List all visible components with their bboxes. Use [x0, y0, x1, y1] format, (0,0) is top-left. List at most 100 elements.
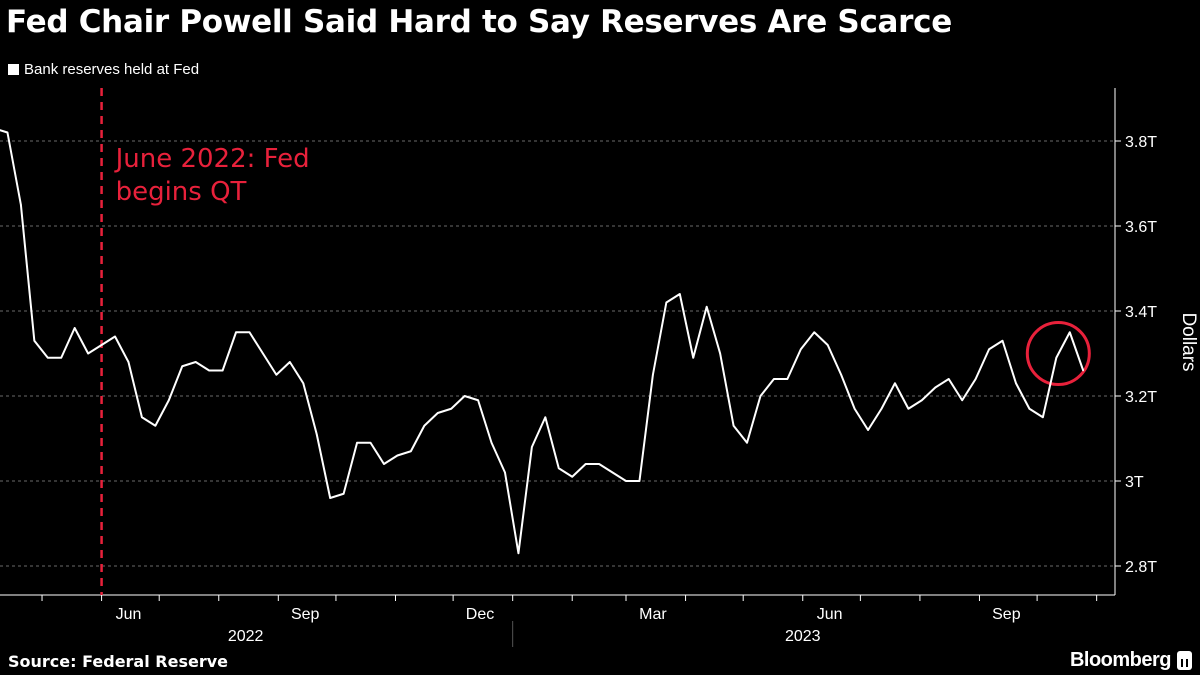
data-point [746, 441, 748, 444]
data-point [369, 441, 372, 444]
data-point [6, 131, 9, 134]
data-point [571, 475, 574, 478]
data-point [302, 382, 305, 385]
data-point [934, 386, 937, 389]
data-point [961, 399, 963, 402]
data-point [423, 424, 426, 427]
data-point [907, 407, 910, 410]
data-point [356, 441, 358, 444]
data-point [1068, 331, 1071, 334]
data-point [248, 331, 251, 334]
data-point [759, 395, 762, 397]
y-axis-label: Dollars [1178, 312, 1199, 371]
data-point [208, 369, 210, 372]
data-point [974, 378, 977, 380]
data-point [410, 450, 412, 453]
data-point [705, 305, 708, 308]
data-point [544, 416, 547, 419]
data-point [60, 356, 63, 359]
data-point [463, 395, 466, 397]
data-point [383, 463, 385, 465]
data-point [732, 424, 735, 427]
annotation-text-line2: begins QT [116, 177, 247, 207]
data-point [813, 331, 816, 334]
data-point [33, 339, 36, 342]
data-point [490, 441, 493, 444]
data-point [880, 407, 883, 410]
data-point [988, 348, 990, 351]
x-tick-label: Dec [466, 606, 494, 623]
x-tick-label: Sep [291, 606, 320, 623]
data-point [867, 429, 869, 431]
y-tick-label: 3.4T [1125, 304, 1157, 321]
data-point [114, 335, 116, 338]
x-tick-label: Mar [639, 606, 667, 623]
data-point [141, 416, 143, 419]
data-point [584, 463, 587, 465]
data-point [678, 293, 681, 295]
axes: 2.8T 3T 3.2T 3.4T 3.6T 3.8T Jun Sep Dec Mar Jun Sep… [0, 88, 1157, 647]
data-point [396, 454, 399, 457]
data-point [786, 378, 789, 380]
data-point [1028, 407, 1031, 410]
legend: Bank reserves held at Fed [8, 61, 199, 78]
data-point [154, 424, 157, 427]
data-point [773, 378, 775, 380]
data-point [342, 492, 345, 495]
data-point [504, 471, 506, 474]
data-point [1001, 339, 1004, 342]
annotation-text-line1: June 2022: Fed [114, 144, 310, 174]
data-point [800, 348, 802, 351]
data-point [826, 344, 829, 346]
data-point [719, 352, 721, 355]
data-point [1015, 382, 1017, 385]
data-point [665, 301, 668, 304]
series-line-bank-reserves [0, 129, 1085, 555]
series [0, 129, 1085, 555]
data-point [1055, 356, 1058, 359]
data-point [275, 373, 278, 376]
data-point [20, 203, 22, 206]
source-note: Source: Federal Reserve [8, 652, 228, 671]
data-point [517, 552, 520, 555]
data-point [221, 369, 224, 372]
data-point [168, 399, 170, 402]
data-point [894, 382, 896, 385]
chart-title: Fed Chair Powell Said Hard to Say Reserv… [6, 4, 952, 40]
y-tick-label: 2.8T [1125, 559, 1157, 576]
data-point [450, 407, 452, 410]
data-point [1082, 369, 1085, 372]
data-point [638, 480, 641, 482]
data-point [1042, 416, 1044, 419]
x-year-label: 2023 [785, 628, 821, 645]
data-point [100, 344, 103, 346]
data-point [73, 327, 76, 329]
legend-label: Bank reserves held at Fed [24, 61, 200, 78]
x-tick-label: Jun [116, 606, 142, 623]
x-year-label: 2022 [228, 628, 264, 645]
x-tick-label: Sep [992, 606, 1021, 623]
y-tick-label: 3.8T [1125, 134, 1157, 151]
data-point [127, 361, 130, 363]
data-point [46, 356, 49, 359]
data-point [625, 480, 627, 482]
data-point [531, 446, 533, 448]
bloomberg-logo: Bloomberg [1070, 649, 1192, 672]
y-tick-label: 3T [1125, 474, 1144, 491]
data-point [652, 373, 654, 376]
data-point [947, 378, 950, 380]
data-point [477, 399, 479, 402]
data-point [436, 412, 439, 414]
data-point [329, 497, 331, 499]
y-tick-label: 3.2T [1125, 389, 1157, 406]
data-point [289, 361, 291, 363]
data-point [598, 463, 600, 465]
legend-swatch-icon [8, 64, 19, 75]
data-point [692, 356, 695, 359]
brand-name: Bloomberg [1069, 649, 1172, 671]
highlight-circle [1025, 321, 1091, 386]
data-point [840, 373, 842, 376]
bloomberg-terminal-icon [1177, 651, 1192, 670]
